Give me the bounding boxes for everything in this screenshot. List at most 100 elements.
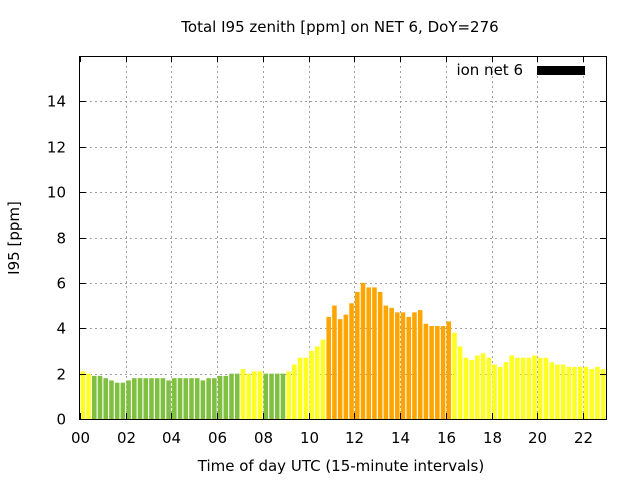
bar — [429, 325, 434, 419]
bar — [149, 378, 154, 419]
bar — [480, 353, 486, 419]
bar — [395, 312, 400, 419]
bar — [486, 357, 492, 419]
bar — [137, 378, 143, 419]
bar — [412, 312, 417, 419]
bar — [97, 375, 103, 419]
x-tick-label: 12 — [345, 429, 364, 447]
bar — [154, 378, 160, 419]
bar — [86, 373, 91, 420]
bar — [366, 287, 372, 419]
bar — [103, 378, 109, 419]
bar — [372, 287, 377, 419]
bar — [572, 366, 577, 419]
y-tick-label: 14 — [47, 93, 66, 111]
bar — [332, 305, 337, 419]
bar — [583, 366, 589, 419]
bar — [463, 357, 469, 419]
bar — [297, 357, 303, 419]
bar — [263, 373, 269, 420]
bar — [457, 346, 463, 419]
bar — [229, 373, 234, 420]
bar — [314, 346, 320, 419]
bar — [114, 382, 120, 419]
bar — [212, 378, 217, 419]
y-tick-label: 6 — [56, 275, 66, 293]
bar — [469, 360, 474, 419]
bar — [389, 307, 394, 419]
bar — [400, 312, 406, 419]
x-tick-label: 10 — [300, 429, 319, 447]
legend-label: ion net 6 — [456, 61, 523, 79]
bar — [246, 373, 251, 420]
bar — [126, 380, 131, 419]
x-tick-label: 04 — [162, 429, 181, 447]
x-tick-label: 06 — [208, 429, 227, 447]
bar — [383, 305, 389, 419]
bar — [337, 319, 343, 419]
bar — [406, 316, 412, 419]
bar — [120, 382, 126, 419]
bar — [417, 310, 423, 419]
bar — [189, 378, 194, 419]
legend: ion net 6 — [456, 61, 585, 79]
bar — [194, 378, 200, 419]
bar — [320, 339, 326, 419]
bar — [446, 321, 452, 419]
x-tick-label: 08 — [254, 429, 273, 447]
bar — [503, 362, 509, 419]
bar — [183, 378, 189, 419]
bar — [560, 364, 566, 419]
x-tick-label: 20 — [528, 429, 547, 447]
bar — [257, 371, 263, 419]
bar — [343, 314, 349, 419]
bar — [600, 369, 606, 419]
y-tick-label: 8 — [56, 230, 66, 248]
y-tick-label: 4 — [56, 320, 66, 338]
bar — [132, 378, 137, 419]
bar — [269, 373, 274, 420]
bar — [435, 325, 440, 419]
bar — [532, 355, 537, 419]
bar — [355, 291, 360, 419]
plot-frame — [79, 56, 607, 420]
bar — [520, 357, 526, 419]
x-tick-label: 14 — [391, 429, 410, 447]
x-tick-label: 22 — [574, 429, 593, 447]
bar — [423, 323, 429, 419]
bar — [200, 380, 206, 419]
x-tick-label: 18 — [483, 429, 502, 447]
bar — [595, 366, 600, 419]
bar — [452, 332, 457, 419]
bar — [497, 366, 503, 419]
bar — [440, 325, 446, 419]
bar — [292, 364, 297, 419]
y-tick-label: 2 — [56, 366, 66, 384]
bar — [240, 369, 246, 419]
bar — [234, 373, 240, 420]
bar — [223, 375, 229, 419]
bar — [492, 364, 497, 419]
bar — [360, 282, 366, 420]
bar — [555, 364, 560, 419]
bar — [549, 362, 554, 419]
x-tick-label: 02 — [117, 429, 136, 447]
bar — [566, 366, 572, 419]
bar — [280, 373, 286, 420]
bar — [252, 371, 257, 419]
bar — [326, 316, 331, 419]
bar — [475, 355, 480, 419]
bar — [577, 366, 583, 419]
bar — [377, 291, 383, 419]
x-tick-label: 16 — [437, 429, 456, 447]
bar — [166, 380, 171, 419]
gridlines — [80, 56, 606, 419]
bar — [217, 375, 223, 419]
y-tick-label: 0 — [56, 411, 66, 429]
bar — [274, 373, 280, 420]
bar — [172, 378, 177, 419]
bar — [160, 378, 166, 419]
x-tick-label: 00 — [71, 429, 90, 447]
